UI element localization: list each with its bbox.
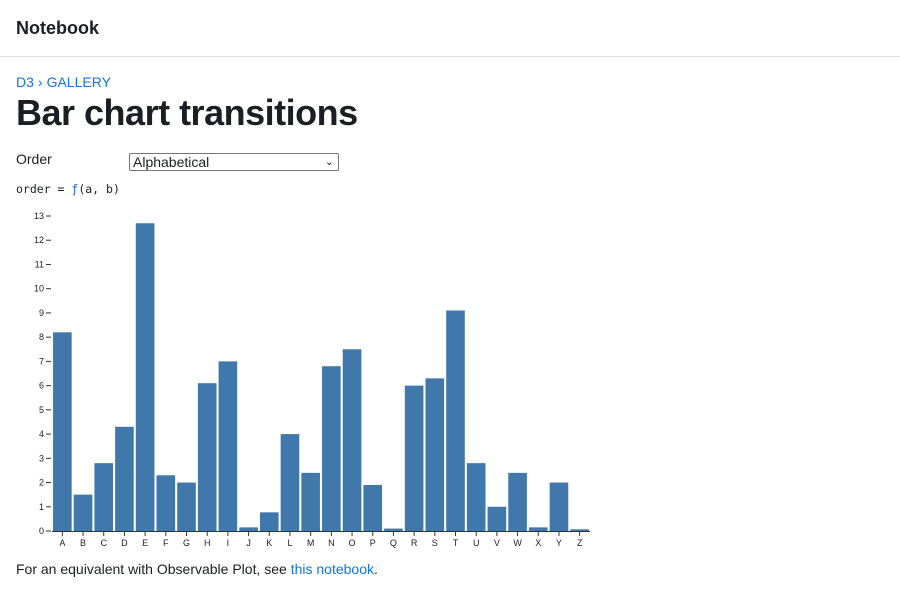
order-select[interactable]: Alphabetical ⌄ [129, 153, 339, 171]
y-tick-label: 13 [34, 211, 44, 221]
bar-d [115, 426, 134, 531]
breadcrumb: D3 › GALLERY [16, 74, 111, 90]
breadcrumb-gallery-link[interactable]: GALLERY [46, 74, 111, 90]
footer-end: . [374, 561, 378, 577]
chevron-down-icon: ⌄ [324, 156, 334, 168]
y-tick-label: 3 [39, 453, 44, 463]
x-tick-label: C [100, 538, 107, 548]
x-tick-label: W [513, 538, 522, 548]
bar-v [487, 506, 507, 531]
order-label: Order [16, 151, 52, 167]
code-prefix: order = [16, 182, 72, 196]
bar-c [94, 463, 114, 531]
x-tick-label: Y [556, 538, 562, 548]
x-tick-label: S [432, 538, 438, 548]
bar-j [239, 527, 258, 531]
y-tick-label: 1 [39, 502, 44, 512]
bar-w [508, 472, 527, 531]
y-tick-label: 5 [39, 405, 44, 415]
x-tick-label: T [453, 538, 459, 548]
bar-i [218, 361, 238, 531]
y-tick-label: 9 [39, 308, 44, 318]
x-tick-label: V [494, 538, 500, 548]
breadcrumb-separator: › [37, 74, 43, 90]
x-tick-label: Z [577, 538, 583, 548]
x-tick-label: H [204, 538, 211, 548]
x-tick-label: Q [390, 538, 397, 548]
code-function-symbol: ƒ [71, 182, 79, 196]
bar-a [53, 332, 72, 531]
x-tick-label: P [370, 538, 376, 548]
y-tick-label: 11 [35, 259, 44, 269]
x-tick-label: B [80, 538, 86, 548]
y-tick-label: 8 [39, 332, 44, 342]
page-title: Bar chart transitions [16, 92, 358, 133]
x-tick-label: J [246, 538, 251, 548]
bar-e [135, 223, 155, 531]
code-suffix: (a, b) [78, 182, 120, 196]
x-tick-label: N [328, 538, 335, 548]
order-select-value: Alphabetical [133, 154, 210, 170]
bar-z [570, 529, 589, 531]
y-tick-label: 0 [39, 526, 44, 536]
footer-note: For an equivalent with Observable Plot, … [16, 561, 378, 577]
x-tick-label: X [535, 538, 541, 548]
bar-n [322, 366, 341, 531]
top-bar: Notebook [0, 0, 900, 57]
bar-t [446, 310, 465, 531]
bar-y [549, 482, 569, 531]
x-tick-label: K [266, 538, 272, 548]
y-tick-label: 6 [39, 381, 44, 391]
footer-text: For an equivalent with Observable Plot, … [16, 561, 291, 577]
x-tick-label: F [163, 538, 169, 548]
x-tick-label: I [227, 538, 230, 548]
bar-r [404, 385, 424, 531]
bar-x [528, 527, 548, 531]
breadcrumb-d3-link[interactable]: D3 [16, 74, 34, 90]
x-tick-label: E [142, 538, 148, 548]
bar-f [156, 475, 176, 531]
y-tick-label: 7 [39, 356, 44, 366]
y-tick-label: 10 [34, 284, 44, 294]
x-tick-label: G [183, 538, 190, 548]
bar-b [73, 494, 93, 531]
bar-g [177, 482, 196, 531]
bar-s [425, 378, 445, 531]
x-tick-label: U [473, 538, 480, 548]
bar-l [280, 434, 300, 531]
bar-p [363, 484, 383, 531]
order-code-output: order = ƒ(a, b) [16, 182, 120, 196]
x-tick-label: R [411, 538, 418, 548]
bar-u [466, 463, 486, 531]
x-tick-label: M [307, 538, 315, 548]
this-notebook-link[interactable]: this notebook [290, 561, 374, 577]
bar-m [301, 472, 320, 531]
x-tick-label: L [287, 538, 292, 548]
y-tick-label: 12 [34, 235, 44, 245]
y-tick-label: 2 [39, 478, 44, 488]
x-tick-label: A [59, 538, 65, 548]
y-tick-label: 4 [39, 429, 44, 439]
x-tick-label: D [121, 538, 128, 548]
app-title: Notebook [16, 18, 99, 38]
bar-h [197, 383, 217, 531]
bar-k [259, 512, 279, 531]
bar-o [342, 349, 362, 531]
x-tick-label: O [349, 538, 356, 548]
bar-q [384, 528, 403, 531]
